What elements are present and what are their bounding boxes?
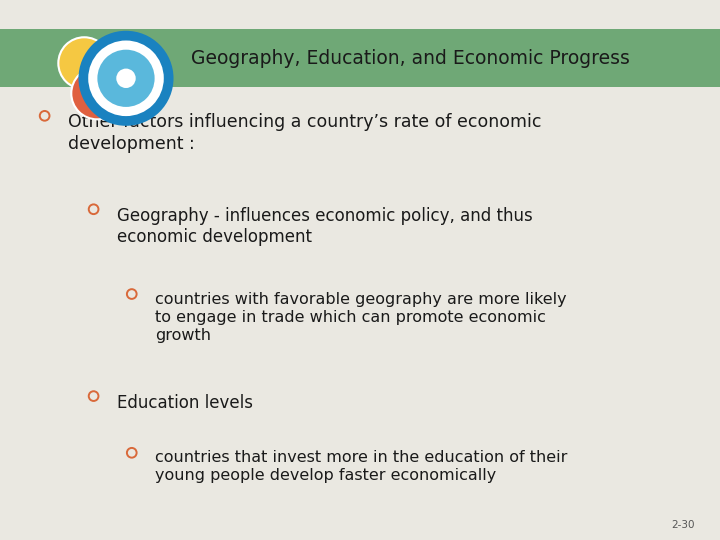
Text: Other factors influencing a country’s rate of economic
development :: Other factors influencing a country’s ra… bbox=[68, 113, 541, 153]
Text: Geography, Education, and Economic Progress: Geography, Education, and Economic Progr… bbox=[191, 49, 630, 68]
Ellipse shape bbox=[71, 68, 123, 119]
Text: Geography - influences economic policy, and thus
economic development: Geography - influences economic policy, … bbox=[117, 207, 532, 246]
FancyBboxPatch shape bbox=[0, 29, 720, 87]
Ellipse shape bbox=[58, 37, 110, 89]
Ellipse shape bbox=[116, 69, 135, 88]
Ellipse shape bbox=[78, 31, 174, 126]
Text: Education levels: Education levels bbox=[117, 394, 253, 411]
Ellipse shape bbox=[97, 50, 155, 107]
Text: countries with favorable geography are more likely
to engage in trade which can : countries with favorable geography are m… bbox=[155, 292, 567, 342]
Text: countries that invest more in the education of their
young people develop faster: countries that invest more in the educat… bbox=[155, 450, 567, 483]
Ellipse shape bbox=[88, 40, 163, 116]
Text: 2-30: 2-30 bbox=[671, 520, 695, 530]
